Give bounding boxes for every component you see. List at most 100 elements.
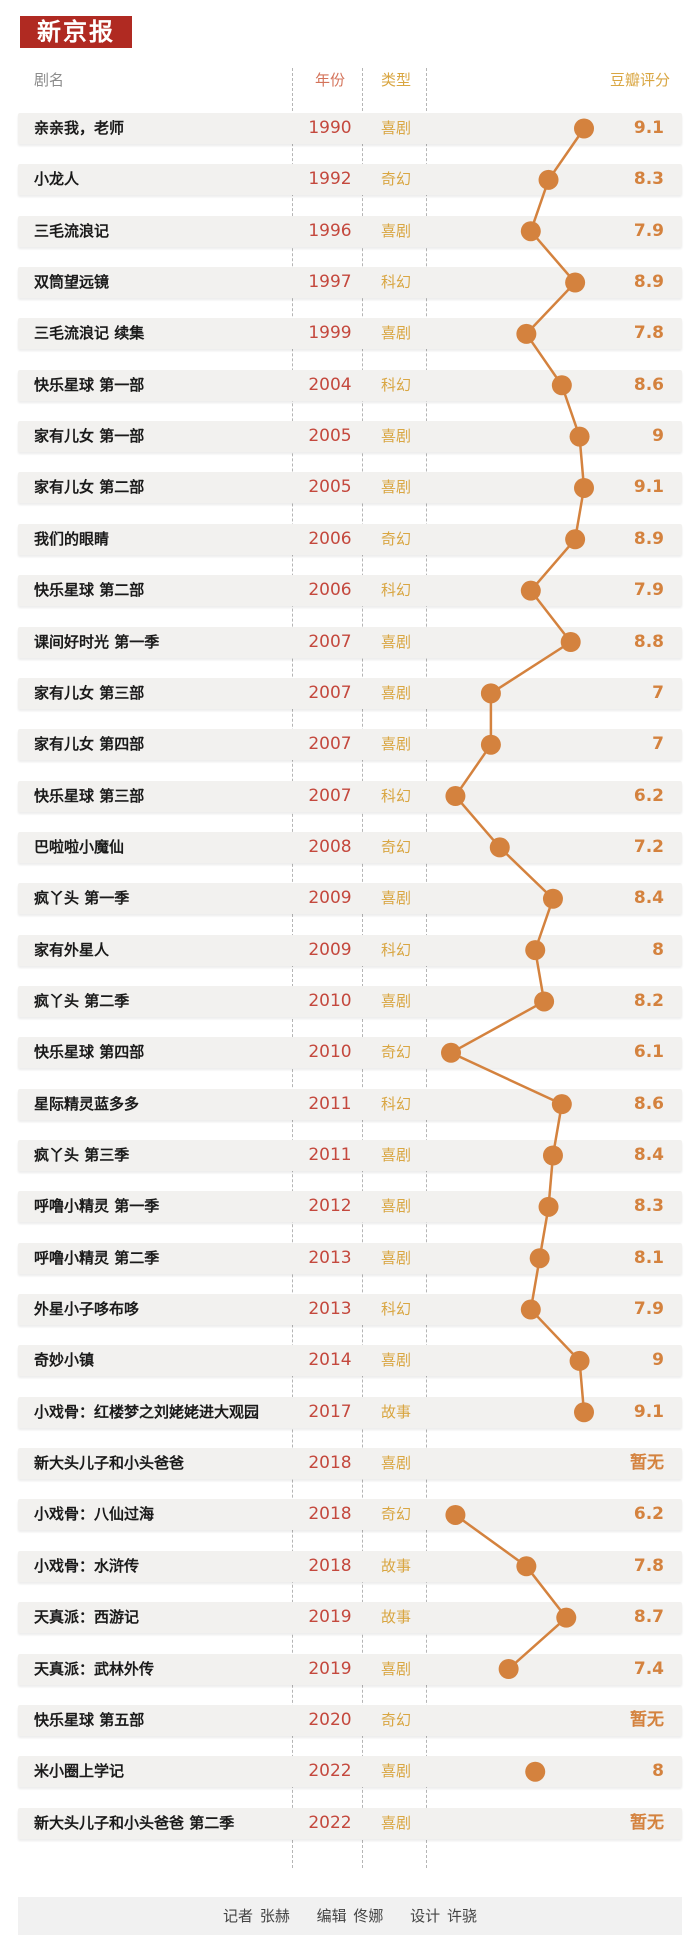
- show-name: 外星小子哆布哆: [34, 1300, 140, 1319]
- show-score-label: 暂无: [630, 1453, 664, 1474]
- show-name: 我们的眼睛: [34, 529, 110, 548]
- series-line-segment: [529, 230, 577, 284]
- table-row: 小戏骨：八仙过海 2018 奇幻 6.2: [18, 1499, 682, 1531]
- table-row: 家有儿女 第四部 2007 喜剧 7: [18, 729, 682, 761]
- show-name: 三毛流浪记: [34, 221, 110, 240]
- show-genre: 喜剧: [380, 1813, 411, 1832]
- show-genre: 喜剧: [380, 683, 411, 702]
- show-year: 2007: [308, 631, 352, 652]
- show-score-label: 9.1: [633, 477, 664, 498]
- table-row: 三毛流浪记 1996 喜剧 7.9: [18, 215, 682, 247]
- show-name: 课间好时光 第一季: [34, 632, 160, 651]
- show-name: 双筒望远镜: [34, 273, 110, 292]
- show-name: 小戏骨：红楼梦之刘姥姥进大观园: [34, 1402, 260, 1421]
- rating-point: [520, 580, 541, 601]
- rating-point: [538, 1196, 559, 1217]
- show-genre: 喜剧: [380, 1659, 411, 1678]
- show-year: 2004: [308, 374, 352, 395]
- show-year: 2018: [308, 1504, 352, 1525]
- show-year: 2019: [308, 1607, 352, 1628]
- show-year: 2013: [308, 1299, 352, 1320]
- show-genre: 故事: [380, 1608, 411, 1627]
- table-row: 三毛流浪记 续集 1999 喜剧 7.8: [18, 318, 682, 350]
- show-year: 2018: [308, 1555, 352, 1576]
- show-genre: 故事: [380, 1402, 411, 1421]
- table-row: 米小圈上学记 2022 喜剧 8: [18, 1756, 682, 1788]
- show-genre: 喜剧: [380, 1197, 411, 1216]
- table-row: 疯丫头 第二季 2010 喜剧 8.2: [18, 985, 682, 1017]
- show-year: 1992: [308, 169, 352, 190]
- show-year: 2017: [308, 1401, 352, 1422]
- show-name: 快乐星球 第一部: [34, 375, 145, 394]
- table-row: 天真派：武林外传 2019 喜剧 7.4: [18, 1653, 682, 1685]
- show-score-label: 7.9: [633, 1299, 664, 1320]
- series-line-segment: [507, 1616, 568, 1670]
- show-year: 2022: [308, 1761, 352, 1782]
- divider-line: [426, 68, 427, 1868]
- series-line-segment: [450, 1000, 545, 1054]
- rating-point: [565, 272, 586, 293]
- show-score-label: 暂无: [630, 1709, 664, 1730]
- table-row: 外星小子哆布哆 2013 科幻 7.9: [18, 1294, 682, 1326]
- table-row: 疯丫头 第一季 2009 喜剧 8.4: [18, 883, 682, 915]
- show-name: 米小圈上学记: [34, 1762, 125, 1781]
- series-line-segment: [529, 538, 577, 592]
- show-score-label: 8: [652, 939, 664, 960]
- show-genre: 喜剧: [380, 1454, 411, 1473]
- divider-line: [362, 68, 363, 1868]
- show-genre: 喜剧: [380, 1248, 411, 1267]
- show-genre: 科幻: [380, 581, 411, 600]
- show-score-label: 9.1: [633, 1401, 664, 1422]
- show-name: 小戏骨：八仙过海: [34, 1505, 155, 1524]
- series-line-segment: [498, 846, 554, 900]
- table-row: 快乐星球 第三部 2007 科幻 6.2: [18, 780, 682, 812]
- show-name: 家有儿女 第四部: [34, 735, 145, 754]
- show-year: 2020: [308, 1709, 352, 1730]
- show-score-label: 8.9: [633, 272, 664, 293]
- show-score-label: 7.9: [633, 580, 664, 601]
- show-genre: 科幻: [380, 786, 411, 805]
- rating-point: [565, 529, 586, 550]
- show-year: 2005: [308, 426, 352, 447]
- show-year: 2009: [308, 939, 352, 960]
- rating-point: [574, 477, 594, 498]
- show-score-label: 7.8: [633, 1555, 664, 1576]
- table-row: 快乐星球 第五部 2020 奇幻 暂无: [18, 1704, 682, 1736]
- rating-point: [445, 1504, 466, 1525]
- show-genre: 喜剧: [380, 221, 411, 240]
- show-score-label: 7: [652, 734, 664, 755]
- show-genre: 科幻: [380, 1300, 411, 1319]
- table-row: 巴啦啦小魔仙 2008 奇幻 7.2: [18, 831, 682, 863]
- rating-point: [480, 683, 501, 704]
- series-line-segment: [529, 589, 572, 643]
- show-year: 1997: [308, 272, 352, 293]
- series-line-segment: [525, 281, 577, 335]
- show-year: 2022: [308, 1812, 352, 1833]
- show-name: 家有外星人: [34, 940, 110, 959]
- table-row: 家有儿女 第二部 2005 喜剧 9.1: [18, 472, 682, 504]
- show-score-label: 6.2: [633, 785, 664, 806]
- show-name: 小龙人: [34, 170, 80, 189]
- show-year: 2008: [308, 836, 352, 857]
- show-year: 2005: [308, 477, 352, 498]
- show-genre: 喜剧: [380, 991, 411, 1010]
- rating-point: [551, 1094, 572, 1115]
- show-score-label: 7: [652, 682, 664, 703]
- show-score-label: 7.8: [633, 323, 664, 344]
- show-score-label: 8.6: [633, 374, 664, 395]
- header-score: 豆瓣评分: [609, 71, 670, 89]
- table-row: 快乐星球 第四部 2010 奇幻 6.1: [18, 1037, 682, 1069]
- table-row: 家有外星人 2009 科幻 8: [18, 934, 682, 966]
- table-row: 新大头儿子和小头爸爸 2018 喜剧 暂无: [18, 1448, 682, 1480]
- show-year: 2010: [308, 990, 352, 1011]
- show-score-label: 9.1: [633, 118, 664, 138]
- show-year: 2006: [308, 580, 352, 601]
- show-genre: 奇幻: [380, 170, 411, 189]
- table-row: 亲亲我，老师 1990 喜剧 9.1: [18, 113, 682, 144]
- rating-point: [516, 323, 537, 344]
- show-year: 2007: [308, 682, 352, 703]
- show-name: 疯丫头 第三季: [34, 1146, 130, 1164]
- rating-point: [480, 734, 501, 755]
- show-name: 新大头儿子和小头爸爸 第二季: [34, 1813, 235, 1832]
